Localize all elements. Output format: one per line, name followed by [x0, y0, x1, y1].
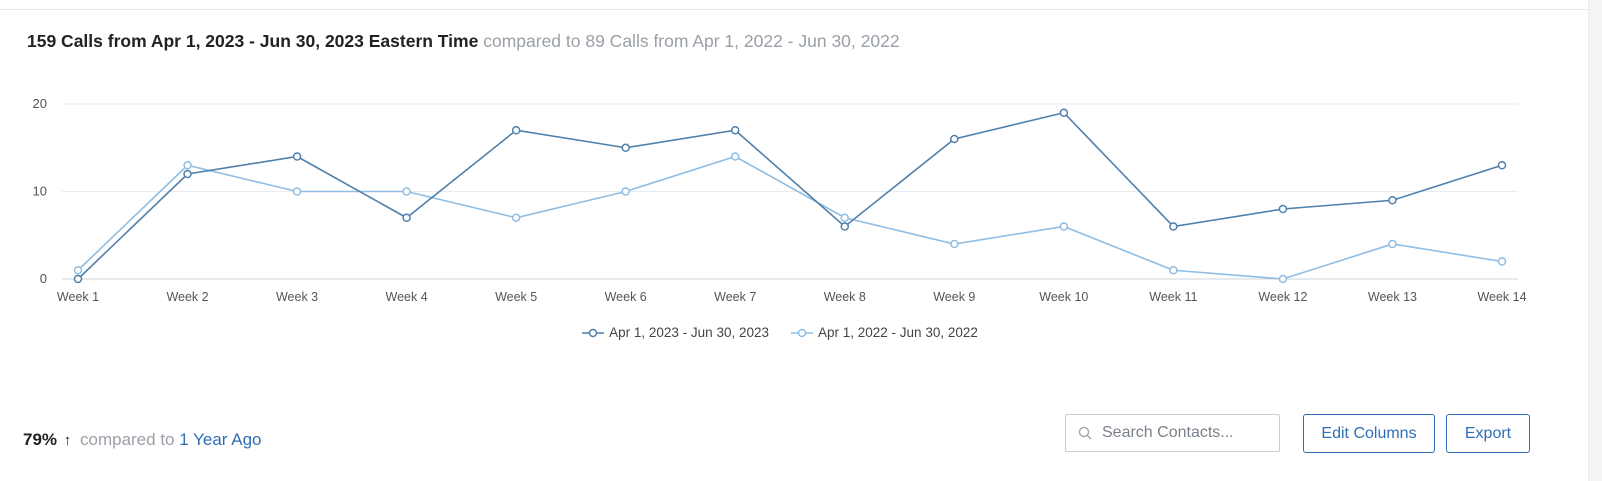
search-icon [1078, 426, 1092, 440]
x-tick-label: Week 5 [495, 290, 537, 304]
data-point-series-1 [73, 266, 83, 275]
data-point-series-0 [73, 274, 83, 284]
legend-marker-previous [791, 328, 813, 337]
data-point-series-1 [1059, 222, 1069, 231]
y-tick-label: 10 [33, 184, 47, 199]
x-tick-label: Week 13 [1368, 290, 1417, 304]
x-tick-label: Week 1 [57, 290, 99, 304]
x-tick-label: Week 4 [386, 290, 428, 304]
summary-primary: 159 Calls from Apr 1, 2023 - Jun 30, 202… [27, 31, 479, 51]
x-tick-label: Week 14 [1477, 290, 1526, 304]
x-tick-label: Week 6 [605, 290, 647, 304]
data-point-series-1 [730, 152, 740, 161]
data-point-series-1 [1169, 266, 1178, 275]
y-tick-label: 0 [40, 271, 47, 286]
data-point-series-1 [840, 213, 850, 222]
data-point-series-0 [840, 222, 850, 231]
data-point-series-1 [292, 187, 302, 196]
comparison-summary: 79% ↑ compared to 1 Year Ago [23, 430, 262, 450]
series-line-1 [77, 155, 1503, 280]
data-point-series-1 [183, 161, 192, 170]
data-point-series-0 [621, 143, 630, 152]
compared-to-label: compared to [80, 430, 175, 449]
summary-comparison: compared to 89 Calls from Apr 1, 2022 - … [483, 31, 900, 51]
data-point-series-0 [183, 169, 192, 179]
data-point-series-0 [1497, 161, 1507, 170]
data-point-series-0 [1059, 108, 1069, 117]
data-point-series-1 [511, 213, 521, 222]
period-link[interactable]: 1 Year Ago [179, 430, 262, 449]
data-point-series-0 [950, 134, 959, 144]
legend-marker-current [582, 328, 605, 337]
export-button[interactable]: Export [1446, 414, 1530, 453]
chart-legend: Apr 1, 2023 - Jun 30, 2023 Apr 1, 2022 -… [0, 325, 1560, 340]
legend-label-current: Apr 1, 2023 - Jun 30, 2023 [609, 325, 769, 340]
change-percent: 79% [23, 430, 58, 449]
legend-label-previous: Apr 1, 2022 - Jun 30, 2022 [818, 325, 978, 340]
search-contacts[interactable] [1065, 414, 1280, 452]
data-point-series-0 [730, 126, 740, 135]
data-point-series-0 [1278, 204, 1288, 214]
summary-line: 159 Calls from Apr 1, 2023 - Jun 30, 202… [27, 31, 900, 52]
data-point-series-1 [1497, 257, 1507, 266]
data-point-series-0 [1388, 196, 1397, 205]
y-tick-label: 20 [33, 96, 47, 111]
data-point-series-0 [402, 213, 411, 222]
calls-line-chart: 0 10 20 Week 1 Week 2 Week 3 Week 4 Week 5 Week … [33, 96, 1527, 304]
top-divider [0, 9, 1588, 10]
data-point-series-1 [1388, 239, 1397, 249]
x-tick-label: Week 3 [276, 290, 318, 304]
x-tick-label: Week 12 [1258, 290, 1307, 304]
search-input[interactable] [1100, 423, 1274, 443]
x-tick-label: Week 11 [1149, 290, 1197, 304]
scrollbar-track[interactable] [1588, 0, 1602, 481]
x-tick-label: Week 8 [824, 290, 866, 304]
edit-columns-button[interactable]: Edit Columns [1303, 414, 1435, 453]
x-tick-label: Week 7 [714, 290, 756, 304]
data-point-series-0 [511, 126, 521, 135]
data-point-series-0 [292, 152, 302, 161]
x-tick-label: Week 9 [933, 290, 975, 304]
data-point-series-0 [1169, 222, 1178, 231]
legend-item-current[interactable]: Apr 1, 2023 - Jun 30, 2023 [582, 325, 769, 340]
data-point-series-1 [621, 187, 630, 196]
data-point-series-1 [402, 187, 411, 196]
data-point-series-1 [950, 239, 959, 249]
series-line-0 [77, 111, 1503, 280]
data-point-series-1 [1278, 274, 1288, 284]
legend-item-previous[interactable]: Apr 1, 2022 - Jun 30, 2022 [791, 325, 978, 340]
x-tick-label: Week 10 [1039, 290, 1088, 304]
x-tick-label: Week 2 [166, 290, 208, 304]
arrow-up-icon: ↑ [63, 432, 72, 449]
